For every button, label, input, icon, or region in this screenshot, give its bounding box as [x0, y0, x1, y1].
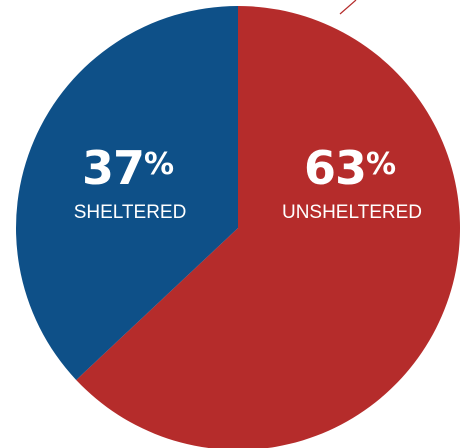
unshelteded-percent-label: 63% [304, 141, 396, 195]
slice-sheltered [15, 6, 239, 380]
sheltered-category-label: SHELTERED [74, 202, 187, 223]
pie-labels: 37% SHELTERED 63% UNSHELTERED [74, 141, 422, 223]
sheltered-percent-label: 37% [82, 141, 174, 195]
pie-slices [15, 6, 460, 448]
accent-line [339, 0, 357, 15]
unsheltered-category-label: UNSHELTERED [282, 202, 422, 223]
slice-unsheltered [76, 6, 460, 448]
